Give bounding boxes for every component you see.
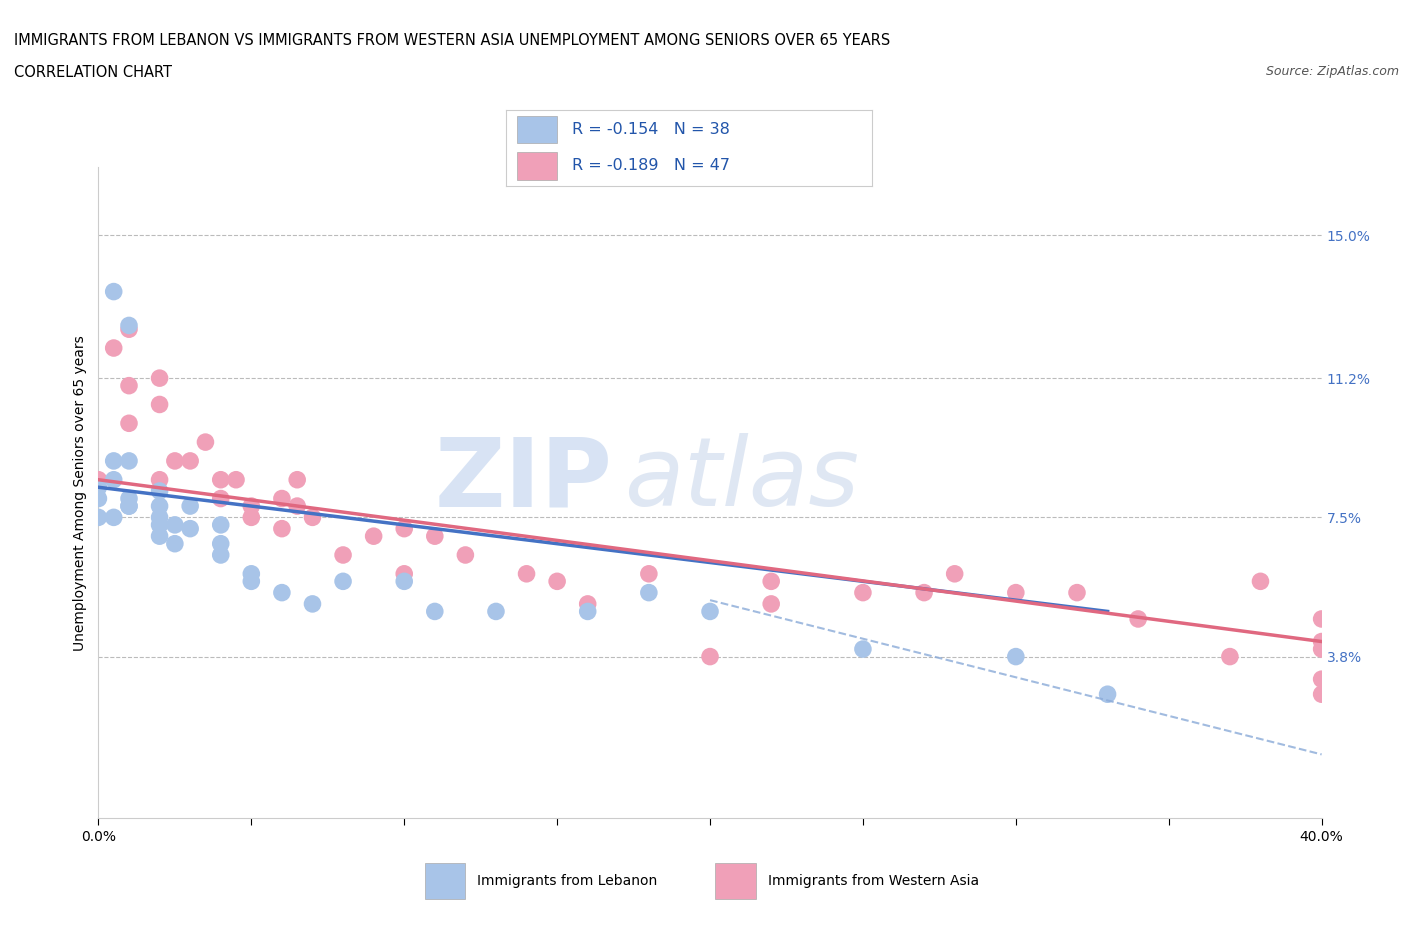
FancyBboxPatch shape bbox=[716, 863, 755, 899]
Point bbox=[423, 529, 446, 544]
Point bbox=[1004, 649, 1026, 664]
Point bbox=[209, 472, 232, 487]
Point bbox=[118, 498, 141, 513]
Point bbox=[149, 484, 172, 498]
Point bbox=[194, 434, 217, 449]
Point bbox=[576, 604, 599, 618]
Point bbox=[332, 548, 354, 563]
Point bbox=[759, 574, 782, 589]
Point bbox=[1310, 642, 1333, 657]
Point bbox=[1128, 612, 1150, 627]
Point bbox=[759, 596, 782, 611]
Point bbox=[285, 472, 308, 487]
Point bbox=[149, 498, 172, 513]
Point bbox=[1310, 612, 1333, 627]
Point bbox=[301, 596, 323, 611]
Point bbox=[209, 548, 232, 563]
Y-axis label: Unemployment Among Seniors over 65 years: Unemployment Among Seniors over 65 years bbox=[73, 335, 87, 651]
Point bbox=[912, 585, 935, 600]
Point bbox=[332, 574, 354, 589]
Point bbox=[485, 604, 508, 618]
Point bbox=[852, 585, 875, 600]
Point bbox=[209, 537, 232, 551]
Point bbox=[240, 566, 263, 581]
Point bbox=[163, 537, 186, 551]
Point bbox=[270, 585, 292, 600]
Point bbox=[149, 517, 172, 532]
Point bbox=[637, 566, 661, 581]
Text: Source: ZipAtlas.com: Source: ZipAtlas.com bbox=[1265, 65, 1399, 78]
Point bbox=[118, 498, 141, 513]
Point bbox=[392, 574, 416, 589]
Point bbox=[943, 566, 966, 581]
Point bbox=[118, 416, 141, 431]
Text: ZIP: ZIP bbox=[434, 433, 612, 526]
Point bbox=[225, 472, 247, 487]
Point bbox=[240, 498, 263, 513]
Point bbox=[270, 491, 292, 506]
Point bbox=[852, 642, 875, 657]
Point bbox=[118, 379, 141, 393]
Point bbox=[103, 510, 125, 525]
FancyBboxPatch shape bbox=[517, 116, 557, 143]
Point bbox=[1066, 585, 1088, 600]
Point bbox=[1097, 686, 1119, 701]
Point bbox=[149, 529, 172, 544]
Point bbox=[149, 472, 172, 487]
Point bbox=[546, 574, 568, 589]
Point bbox=[163, 454, 186, 469]
Point bbox=[149, 371, 172, 386]
Point bbox=[103, 285, 125, 299]
Point bbox=[118, 318, 141, 333]
Point bbox=[392, 566, 416, 581]
Text: atlas: atlas bbox=[624, 433, 859, 526]
Text: IMMIGRANTS FROM LEBANON VS IMMIGRANTS FROM WESTERN ASIA UNEMPLOYMENT AMONG SENIO: IMMIGRANTS FROM LEBANON VS IMMIGRANTS FR… bbox=[14, 33, 890, 47]
Point bbox=[423, 604, 446, 618]
Text: Immigrants from Lebanon: Immigrants from Lebanon bbox=[477, 874, 658, 888]
Point bbox=[1249, 574, 1271, 589]
Point bbox=[149, 397, 172, 412]
Point bbox=[163, 517, 186, 532]
Point bbox=[699, 604, 721, 618]
FancyBboxPatch shape bbox=[517, 153, 557, 179]
Point bbox=[103, 454, 125, 469]
Point bbox=[87, 480, 110, 495]
Point bbox=[270, 521, 292, 536]
Point bbox=[363, 529, 385, 544]
Point bbox=[454, 548, 477, 563]
Point bbox=[118, 491, 141, 506]
Point bbox=[285, 498, 308, 513]
Point bbox=[87, 510, 110, 525]
Point bbox=[118, 322, 141, 337]
Text: Immigrants from Western Asia: Immigrants from Western Asia bbox=[768, 874, 979, 888]
Point bbox=[240, 574, 263, 589]
Point bbox=[516, 566, 538, 581]
FancyBboxPatch shape bbox=[425, 863, 465, 899]
Point bbox=[87, 491, 110, 506]
Point bbox=[240, 510, 263, 525]
Point bbox=[392, 521, 416, 536]
Point bbox=[149, 510, 172, 525]
Point bbox=[179, 454, 201, 469]
Point bbox=[103, 340, 125, 355]
Point bbox=[87, 472, 110, 487]
Point bbox=[637, 585, 661, 600]
Point bbox=[1219, 649, 1241, 664]
Point bbox=[699, 649, 721, 664]
Point bbox=[1004, 585, 1026, 600]
Point bbox=[1310, 634, 1333, 649]
Text: R = -0.189   N = 47: R = -0.189 N = 47 bbox=[572, 158, 730, 173]
Point bbox=[179, 498, 201, 513]
Point bbox=[576, 596, 599, 611]
Text: CORRELATION CHART: CORRELATION CHART bbox=[14, 65, 172, 80]
Point bbox=[1310, 686, 1333, 701]
Text: R = -0.154   N = 38: R = -0.154 N = 38 bbox=[572, 122, 730, 137]
Point bbox=[103, 472, 125, 487]
Point bbox=[209, 517, 232, 532]
Point bbox=[1310, 671, 1333, 686]
Point bbox=[118, 454, 141, 469]
Point bbox=[301, 510, 323, 525]
Point bbox=[179, 521, 201, 536]
Point bbox=[209, 491, 232, 506]
